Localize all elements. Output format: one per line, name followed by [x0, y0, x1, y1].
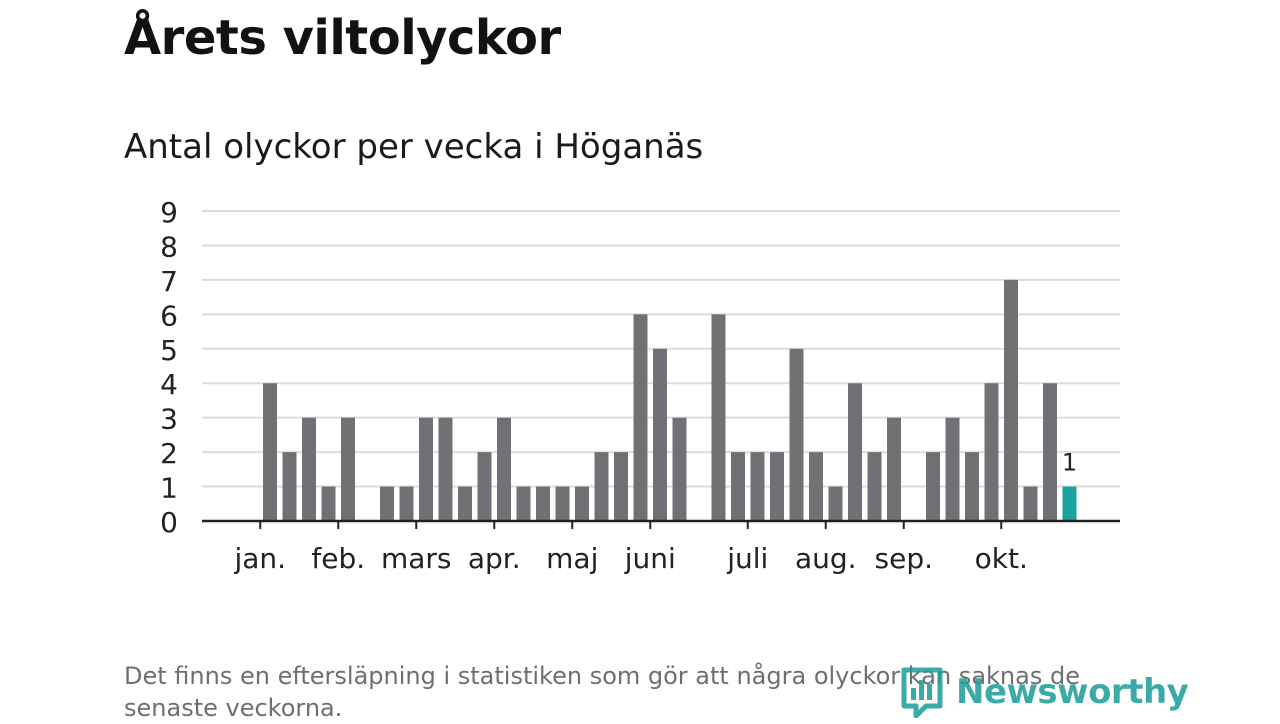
y-tick-label: 6 — [160, 299, 178, 332]
y-tick-label: 7 — [160, 265, 178, 298]
bar — [263, 383, 277, 521]
x-tick-label: sep. — [875, 542, 934, 575]
highlighted-bar — [1062, 486, 1077, 521]
highlighted-bar-value-label: 1 — [1062, 449, 1077, 477]
bar — [828, 486, 843, 521]
bar — [848, 383, 862, 521]
x-tick-label: juli — [726, 542, 768, 575]
y-tick-label: 3 — [160, 403, 178, 436]
bar — [1023, 486, 1038, 521]
bar — [438, 417, 453, 521]
bar — [282, 452, 297, 521]
bar — [750, 452, 765, 521]
x-tick-label: okt. — [975, 542, 1028, 575]
bar — [555, 486, 570, 521]
bar — [614, 452, 628, 521]
bar — [789, 348, 804, 521]
chart-subtitle: Antal olyckor per vecka i Höganäs — [124, 127, 704, 167]
bar — [945, 417, 960, 521]
bar — [497, 417, 511, 521]
newsworthy-logo-icon — [901, 667, 943, 718]
bar — [575, 486, 589, 521]
bar — [458, 486, 472, 521]
bar — [711, 314, 726, 521]
bar — [594, 452, 609, 521]
y-tick-label: 9 — [160, 196, 178, 229]
x-axis-tick-labels: jan. feb. mars apr. maj juni juli aug. sep. okt. — [233, 542, 1027, 575]
y-tick-label: 8 — [160, 230, 178, 263]
bar — [1004, 279, 1018, 521]
y-tick-label: 1 — [160, 472, 178, 505]
bar — [809, 452, 823, 521]
y-tick-label: 0 — [160, 506, 178, 539]
bar — [965, 452, 979, 521]
y-tick-label: 4 — [160, 368, 178, 401]
bar — [1043, 383, 1057, 521]
y-tick-label: 5 — [160, 334, 178, 367]
bar — [516, 486, 531, 521]
bar — [633, 314, 648, 521]
bar — [984, 383, 999, 521]
data-labels: 1 — [1062, 449, 1077, 477]
bar — [302, 417, 316, 521]
bar — [887, 417, 901, 521]
bar — [477, 452, 492, 521]
x-tick-label: feb. — [311, 542, 365, 575]
bar — [419, 417, 433, 521]
bar — [536, 486, 550, 521]
chart-title: Årets viltolyckor — [124, 10, 561, 66]
x-axis — [202, 519, 1120, 529]
bar — [770, 452, 784, 521]
bar — [341, 417, 355, 521]
newsworthy-logo[interactable]: Newsworthy — [900, 664, 1189, 720]
x-tick-label: mars — [381, 542, 452, 575]
bar — [321, 486, 336, 521]
x-tick-label: maj — [546, 542, 598, 575]
bar — [672, 417, 687, 521]
x-tick-label: juni — [624, 542, 676, 575]
bar — [731, 452, 745, 521]
bar — [653, 348, 667, 521]
y-tick-label: 2 — [160, 437, 178, 470]
bar — [380, 486, 394, 521]
x-tick-label: aug. — [795, 542, 857, 575]
bars — [263, 279, 1077, 521]
bar — [867, 452, 882, 521]
x-tick-label: jan. — [233, 542, 286, 575]
bar — [399, 486, 414, 521]
x-tick-label: apr. — [468, 542, 521, 575]
newsworthy-logo-text: Newsworthy — [956, 672, 1189, 712]
bar — [926, 452, 940, 521]
